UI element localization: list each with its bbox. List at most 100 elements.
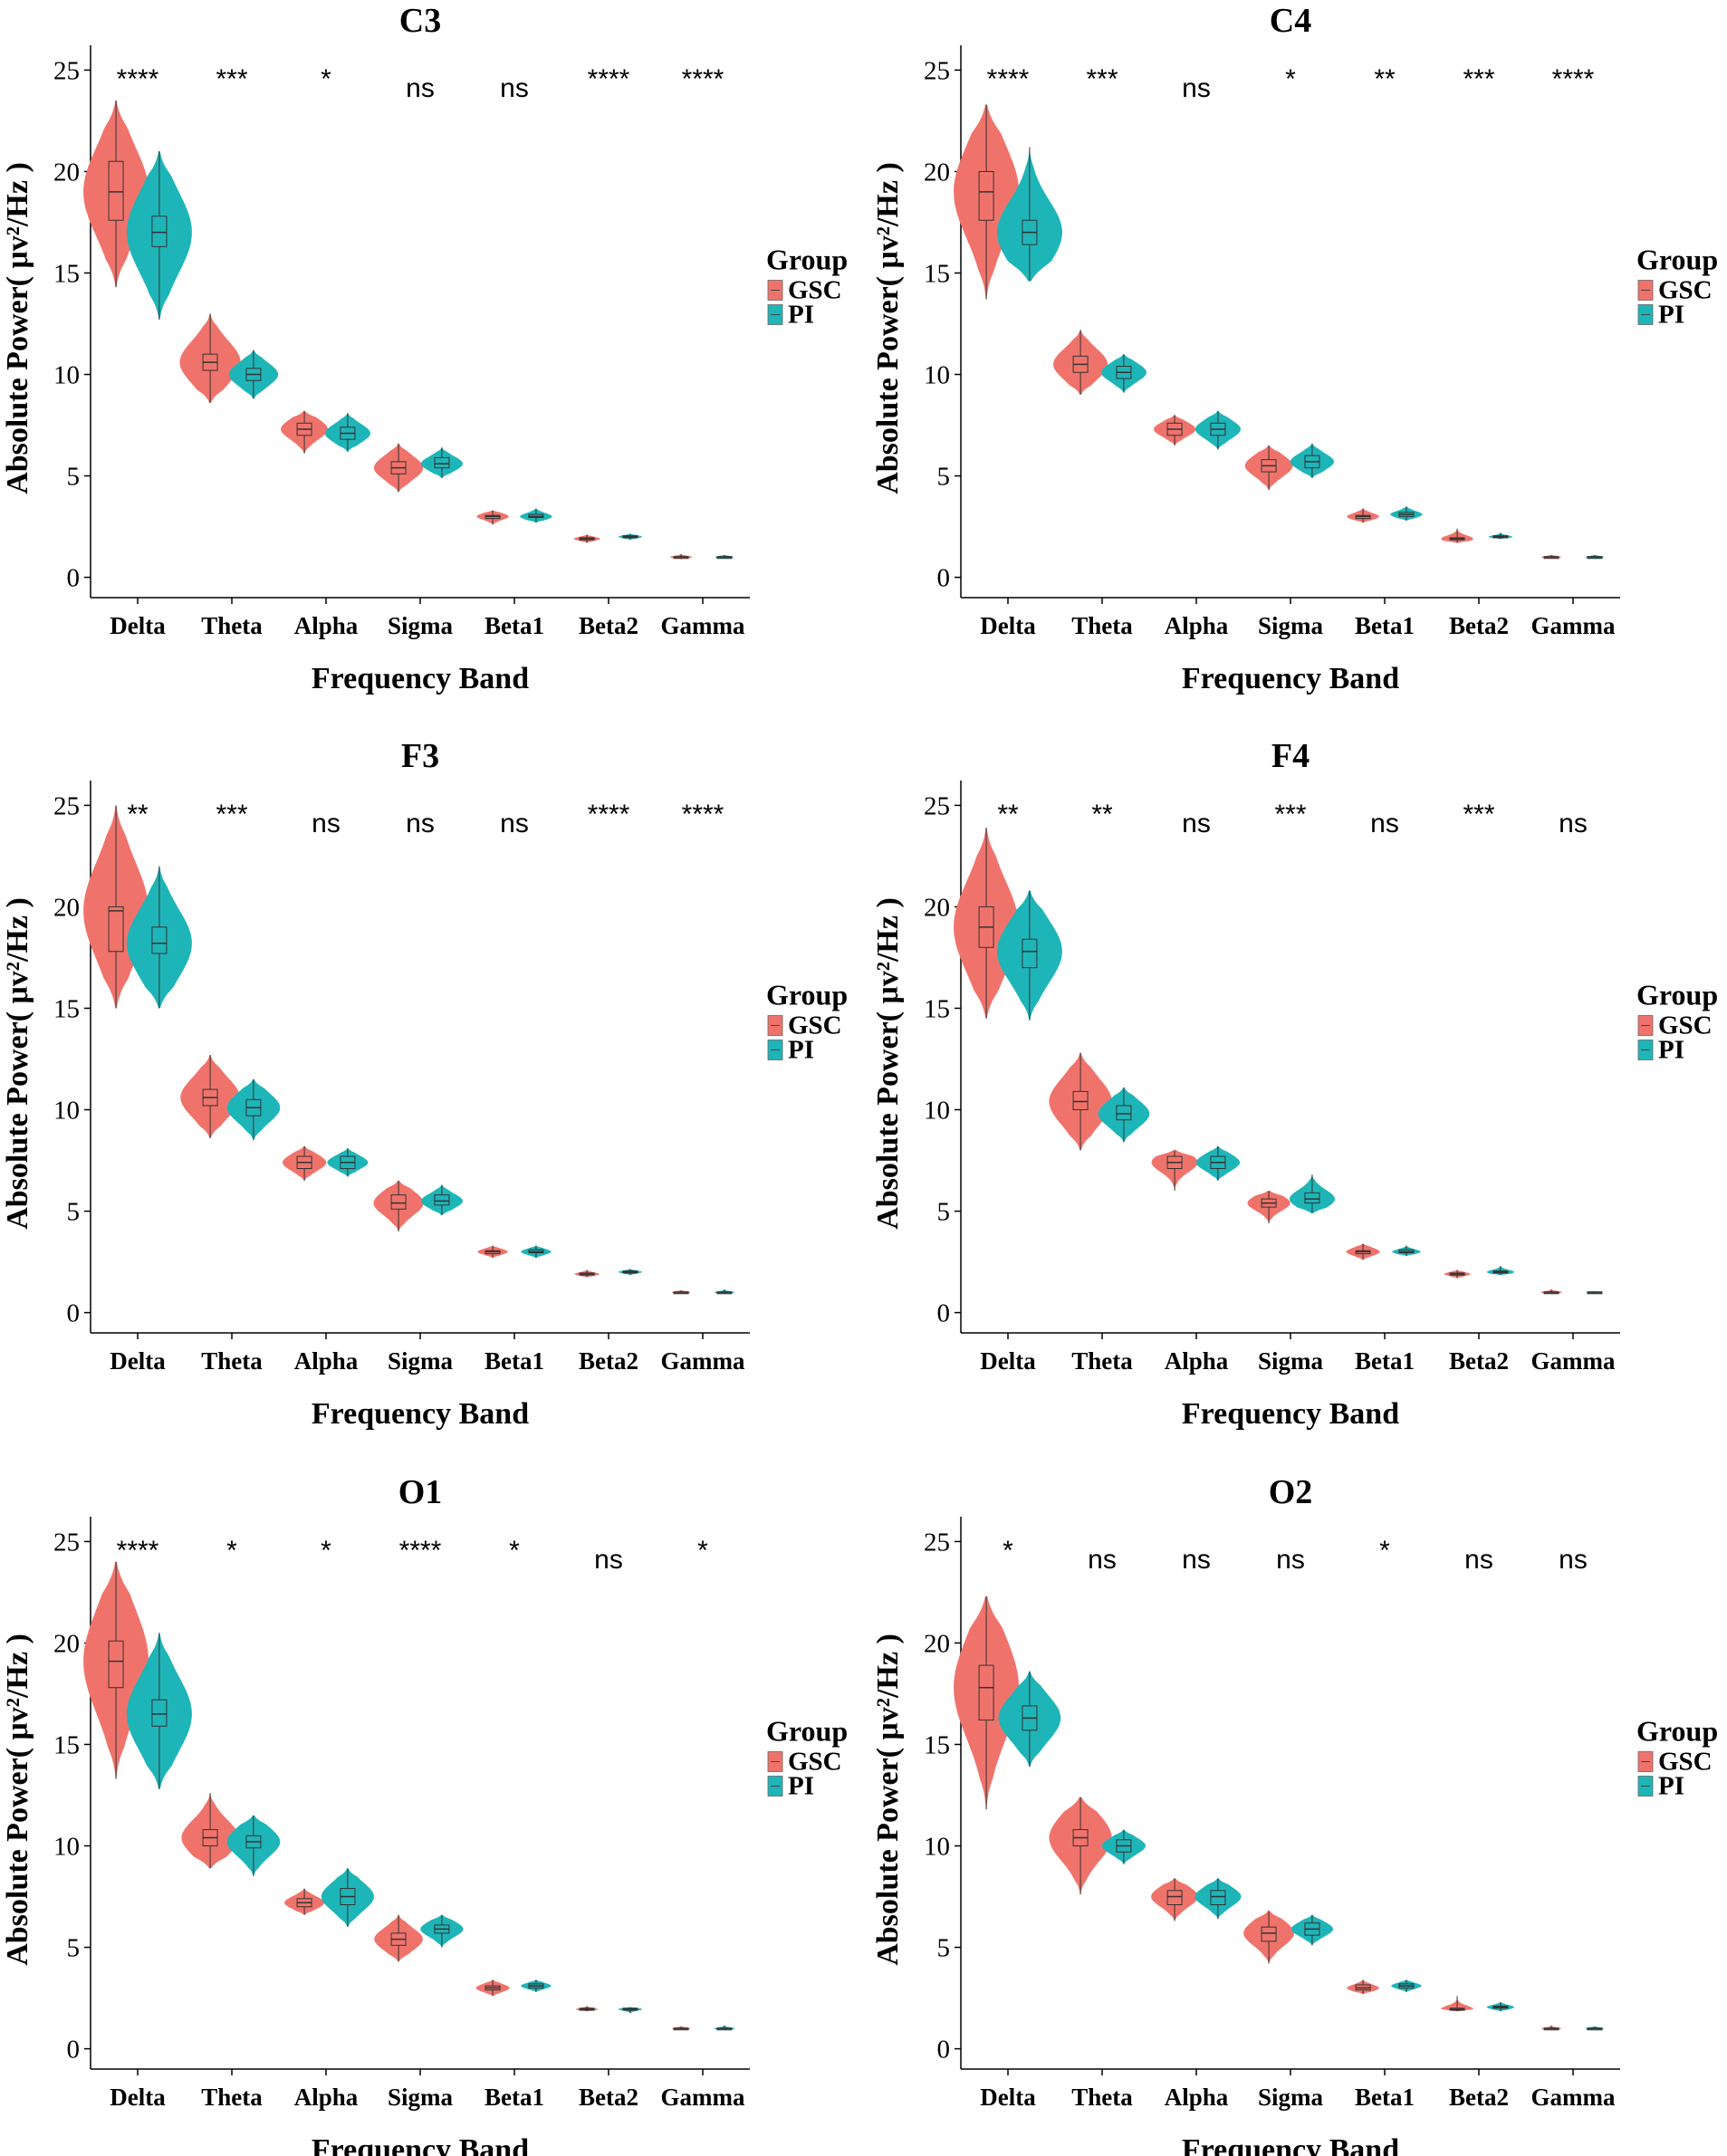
x-tick-label: Delta [980, 2084, 1036, 2111]
significance-label: * [321, 1536, 331, 1566]
x-tick-label: Delta [110, 2084, 166, 2111]
x-tick-label: Beta1 [1355, 1347, 1415, 1375]
x-tick-label: Gamma [661, 1347, 745, 1375]
y-tick-label: 15 [924, 259, 950, 288]
y-tick-label: 5 [937, 463, 951, 492]
box-pi-sigma [434, 1194, 450, 1206]
y-tick-label: 5 [937, 1934, 951, 1963]
significance-label: ns [1276, 1545, 1305, 1575]
x-axis-title: Frequency Band [1182, 1397, 1399, 1431]
y-tick-label: 25 [924, 56, 950, 85]
x-tick-label: Gamma [1531, 1347, 1616, 1375]
box-gsc-delta [108, 160, 124, 221]
y-tick-label: 10 [924, 1097, 950, 1126]
y-tick-label: 0 [67, 2036, 81, 2065]
significance-label: *** [1086, 64, 1118, 94]
x-tick-label: Beta1 [1355, 612, 1415, 639]
x-tick-label: Beta2 [1449, 612, 1509, 639]
significance-label: * [697, 1536, 708, 1566]
significance-label: *** [1274, 800, 1306, 829]
y-tick-label: 15 [53, 259, 80, 288]
box-gsc-sigma [1261, 1926, 1277, 1942]
box-pi-delta [151, 1699, 168, 1727]
panel-c3: C3 0 5 10 15 20 25 Delta Theta Alpha Sigma Beta1 Bet… [1, 2, 848, 695]
legend-title: Group [766, 244, 848, 276]
x-axis-title: Frequency Band [312, 2133, 529, 2156]
legend-title: Group [1636, 979, 1718, 1011]
x-axis-title: Frequency Band [312, 662, 529, 695]
legend-label-gsc: GSC [1658, 276, 1713, 305]
legend-label-gsc: GSC [788, 1011, 842, 1040]
significance-label: * [509, 1536, 520, 1566]
significance-label: **** [399, 1536, 442, 1566]
panel-title: C3 [399, 2, 441, 40]
x-tick-label: Gamma [661, 612, 745, 639]
significance-label: *** [216, 64, 247, 94]
significance-label: **** [987, 64, 1030, 94]
significance-label: **** [588, 64, 630, 94]
significance-label: *** [1463, 64, 1494, 94]
box-pi-delta [151, 216, 168, 247]
significance-label: **** [682, 64, 724, 94]
box-gsc-theta [1072, 1090, 1089, 1111]
x-tick-label: Beta1 [1355, 2084, 1415, 2111]
y-tick-label: 0 [937, 2036, 951, 2065]
x-tick-label: Beta2 [1449, 1347, 1509, 1375]
x-tick-label: Sigma [388, 612, 454, 639]
y-tick-label: 20 [924, 893, 950, 922]
y-tick-label: 10 [924, 361, 950, 390]
significance-label: ** [1091, 800, 1113, 829]
legend-label-pi: PI [1658, 301, 1684, 330]
x-axis-title: Frequency Band [312, 1397, 529, 1431]
y-tick-label: 0 [67, 564, 81, 593]
y-tick-label: 0 [937, 564, 951, 593]
significance-label: *** [216, 800, 247, 829]
y-tick-label: 5 [67, 1934, 81, 1963]
x-tick-label: Beta2 [579, 2084, 638, 2111]
x-axis-title: Frequency Band [1182, 662, 1399, 695]
x-axis-title: Frequency Band [1182, 2133, 1399, 2156]
significance-label: ns [1464, 1545, 1493, 1575]
significance-label: ns [1182, 73, 1211, 103]
legend-title: Group [1636, 1715, 1718, 1748]
x-tick-label: Beta2 [579, 1347, 638, 1375]
x-tick-label: Gamma [661, 2084, 745, 2111]
panel-o2: O2 0 5 10 15 20 25 Delta Theta Alpha Sigma Beta1 Bet… [871, 1473, 1718, 2156]
box-gsc-delta [108, 906, 124, 953]
significance-label: * [321, 64, 331, 94]
legend-label-gsc: GSC [1658, 1011, 1713, 1040]
panel-c4: C4 0 5 10 15 20 25 Delta Theta Alpha Sigma Beta1 Bet… [871, 2, 1718, 695]
y-tick-label: 25 [53, 56, 80, 85]
x-tick-label: Alpha [1165, 2084, 1229, 2111]
significance-label: *** [1463, 800, 1494, 829]
x-tick-label: Delta [980, 612, 1036, 639]
x-tick-label: Sigma [1258, 612, 1324, 639]
significance-label: * [1379, 1536, 1390, 1566]
legend-label-gsc: GSC [788, 276, 842, 305]
legend-label-gsc: GSC [1658, 1748, 1713, 1777]
significance-label: * [1285, 64, 1296, 94]
x-tick-label: Theta [201, 1347, 263, 1375]
panel-title: C4 [1270, 2, 1311, 40]
significance-label: ns [500, 809, 529, 838]
legend-title: Group [766, 979, 848, 1011]
legend-label-pi: PI [1658, 1036, 1684, 1065]
x-tick-label: Alpha [1165, 612, 1229, 639]
legend-label-gsc: GSC [788, 1748, 842, 1777]
y-tick-label: 0 [937, 1299, 951, 1328]
y-tick-label: 20 [924, 1629, 950, 1658]
x-tick-label: Delta [110, 1347, 166, 1375]
y-tick-label: 25 [53, 791, 80, 820]
significance-label: ** [127, 800, 149, 829]
legend-label-pi: PI [1658, 1772, 1684, 1801]
y-tick-label: 10 [53, 1833, 80, 1862]
y-axis-title: Absolute Power( μv²/Hz ) [1, 162, 34, 494]
x-tick-label: Sigma [1258, 1347, 1324, 1375]
box-pi-sigma [434, 456, 450, 469]
x-tick-label: Theta [1071, 612, 1133, 639]
significance-label: ns [1370, 809, 1399, 838]
y-tick-label: 25 [924, 1528, 950, 1557]
box-gsc-delta [108, 1640, 124, 1689]
y-tick-label: 5 [67, 463, 81, 492]
